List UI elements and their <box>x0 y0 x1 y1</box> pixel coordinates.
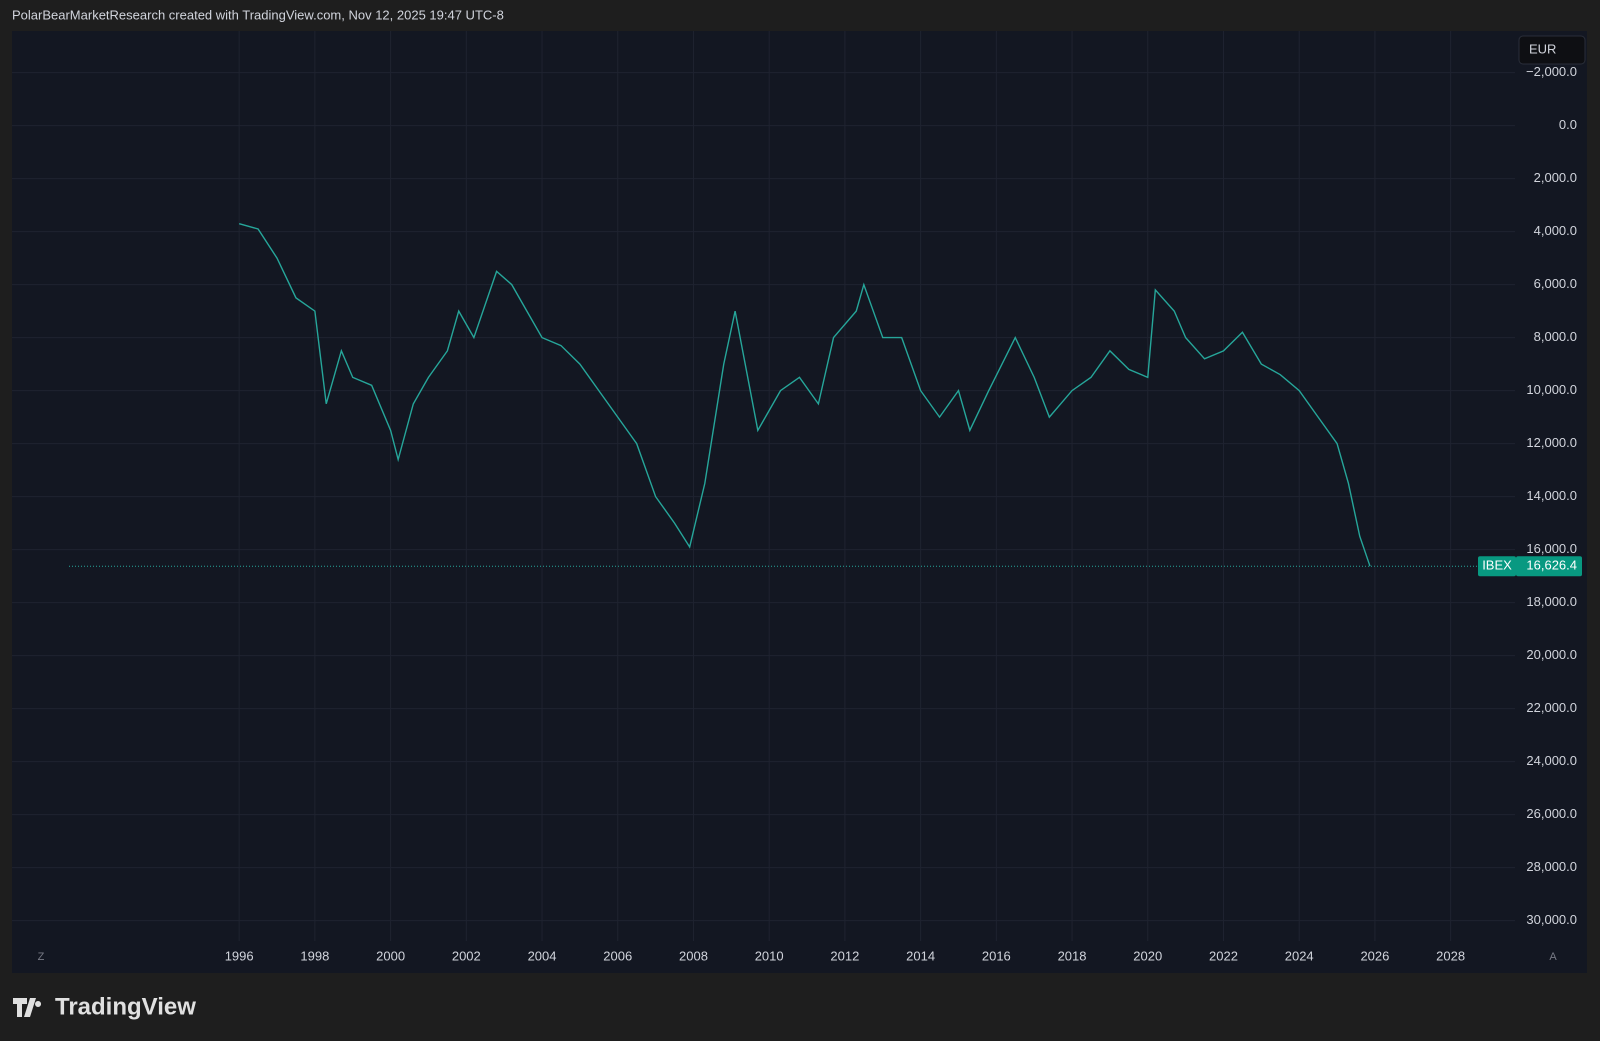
y-tick-label: 26,000.0 <box>1526 806 1577 821</box>
y-tick-label: 10,000.0 <box>1526 382 1577 397</box>
y-tick-label: 4,000.0 <box>1534 223 1577 238</box>
header: PolarBearMarketResearch created with Tra… <box>12 7 504 22</box>
y-tick-label: 8,000.0 <box>1534 329 1577 344</box>
x-tick-label: 2006 <box>603 948 632 963</box>
x-tick-label: 2014 <box>906 948 935 963</box>
currency[interactable]: EUR <box>1529 41 1556 56</box>
y-tick-label: 30,000.0 <box>1526 912 1577 927</box>
brand: TradingView <box>55 993 196 1020</box>
symbol-label: IBEX <box>1482 558 1512 573</box>
brand-logo <box>13 998 42 1017</box>
x-tick-label: 2002 <box>452 948 481 963</box>
x-tick-label: 2020 <box>1133 948 1162 963</box>
x-tick-label: 2026 <box>1360 948 1389 963</box>
symbol-tag <box>1478 556 1516 577</box>
y-tick-label: 22,000.0 <box>1526 700 1577 715</box>
y-tick-label: 14,000.0 <box>1526 488 1577 503</box>
x-tick-label: 2028 <box>1436 948 1465 963</box>
price-label: 16,626.4 <box>1526 558 1577 573</box>
x-tick-label: 2000 <box>376 948 405 963</box>
y-tick-label: 18,000.0 <box>1526 594 1577 609</box>
axis-button[interactable]: Z <box>38 951 45 963</box>
chart-panel <box>12 31 1587 973</box>
x-tick-label: 2022 <box>1209 948 1238 963</box>
x-tick-label: 1998 <box>300 948 329 963</box>
y-tick-label: 6,000.0 <box>1534 276 1577 291</box>
x-tick-label: 2010 <box>755 948 784 963</box>
x-tick-label: 2024 <box>1285 948 1314 963</box>
y-tick-label: 28,000.0 <box>1526 859 1577 874</box>
price-tag <box>1516 556 1582 577</box>
y-tick-label: −2,000.0 <box>1526 64 1577 79</box>
y-tick-label: 20,000.0 <box>1526 647 1577 662</box>
currency-box[interactable] <box>1518 35 1586 65</box>
y-tick-label: 0.0 <box>1559 117 1577 132</box>
y-tick-label: 16,000.0 <box>1526 541 1577 556</box>
x-tick-label: 2008 <box>679 948 708 963</box>
x-tick-label: 1996 <box>225 948 254 963</box>
x-tick-label: 2016 <box>982 948 1011 963</box>
price-line <box>238 222 1371 567</box>
y-tick-label: 12,000.0 <box>1526 435 1577 450</box>
x-tick-label: 2004 <box>528 948 557 963</box>
y-tick-label: 2,000.0 <box>1534 170 1577 185</box>
y-tick-label: 24,000.0 <box>1526 753 1577 768</box>
x-tick-label: 2012 <box>830 948 859 963</box>
axis-button[interactable]: A <box>1549 951 1557 963</box>
x-tick-label: 2018 <box>1058 948 1087 963</box>
